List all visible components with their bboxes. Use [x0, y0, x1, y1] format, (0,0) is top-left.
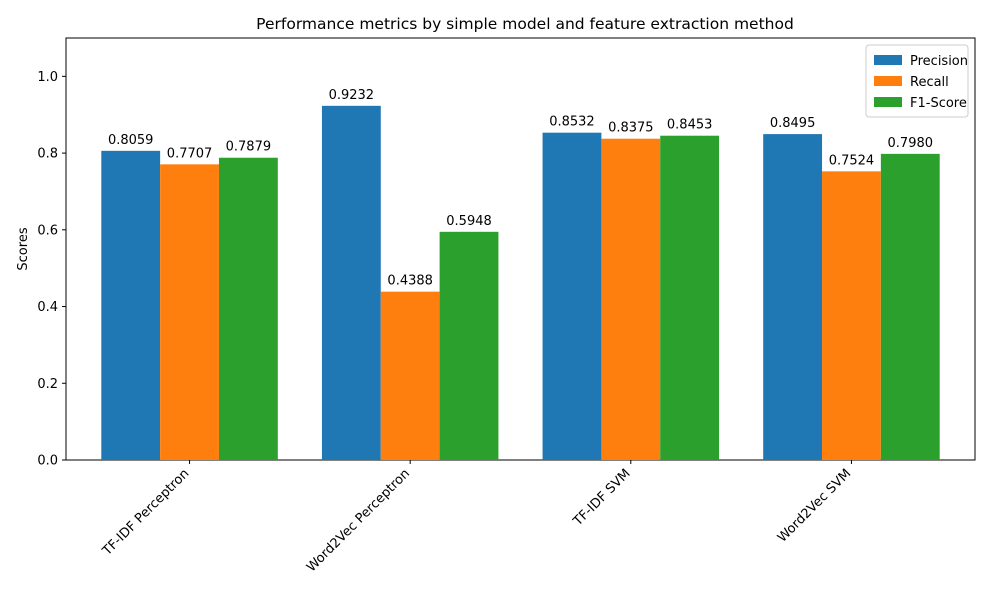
x-tick-label-3: Word2Vec SVM: [775, 466, 854, 545]
bar-f1-score-3: [880, 153, 940, 460]
data-label-recall-3: 0.7524: [829, 153, 875, 168]
y-axis: 0.0 0.2 0.4 0.6 0.8 1.0: [37, 70, 66, 469]
bar-recall-2: [601, 138, 661, 461]
data-label-recall-2: 0.8375: [608, 121, 654, 136]
bar-recall-0: [160, 164, 219, 460]
y-tick-label-1: 0.2: [37, 377, 58, 392]
plot-frame: [65, 37, 976, 461]
legend-swatch-2: [874, 97, 902, 107]
legend-label-2: F1-Score: [910, 96, 967, 111]
data-label-precision-3: 0.8495: [770, 116, 816, 131]
data-labels: 0.8059 0.9232 0.8532 0.8495 0.7707 0.4388 0.83…: [108, 88, 933, 289]
data-label-recall-0: 0.7707: [167, 146, 213, 161]
y-tick-label-3: 0.6: [37, 223, 58, 238]
legend: Precision Recall F1-Score: [865, 44, 969, 118]
x-axis: TF-IDF Perceptron Word2Vec Perceptron TF-I…: [99, 460, 854, 575]
bar-precision-3: [763, 134, 823, 461]
chart-title: Performance metrics by simple model and …: [256, 15, 794, 33]
y-tick-label-5: 1.0: [37, 70, 58, 85]
x-tick-label-1: Word2Vec Perceptron: [304, 466, 413, 575]
data-label-precision-2: 0.8532: [549, 115, 595, 130]
bar-f1-score-0: [218, 157, 278, 460]
data-label-recall-1: 0.4388: [387, 274, 433, 289]
y-tick-label-4: 0.8: [37, 147, 58, 162]
bar-f1-score-1: [439, 231, 499, 460]
data-label-f1-score-2: 0.8453: [667, 118, 713, 133]
data-label-f1-score-0: 0.7879: [226, 140, 272, 155]
bar-precision-2: [542, 132, 602, 460]
data-label-precision-1: 0.9232: [329, 88, 375, 103]
data-label-f1-score-3: 0.7980: [888, 136, 934, 151]
y-tick-label-0: 0.0: [37, 454, 58, 469]
bar-precision-1: [321, 105, 381, 461]
bars: [101, 105, 940, 461]
data-label-precision-0: 0.8059: [108, 133, 154, 148]
bar-recall-3: [822, 171, 881, 461]
legend-swatch-1: [874, 76, 902, 86]
x-tick-label-0: TF-IDF Perceptron: [99, 466, 192, 559]
y-tick-label-2: 0.4: [37, 300, 58, 315]
data-label-f1-score-1: 0.5948: [446, 214, 492, 229]
legend-swatch-0: [874, 55, 902, 65]
bar-f1-score-2: [660, 135, 720, 460]
bar-precision-0: [101, 150, 161, 460]
plot-area: [65, 37, 976, 461]
legend-label-1: Recall: [910, 75, 949, 90]
legend-label-0: Precision: [910, 54, 968, 69]
x-tick-label-2: TF-IDF SVM: [570, 466, 634, 530]
bar-recall-1: [380, 291, 440, 460]
y-axis-label: Scores: [16, 227, 31, 270]
